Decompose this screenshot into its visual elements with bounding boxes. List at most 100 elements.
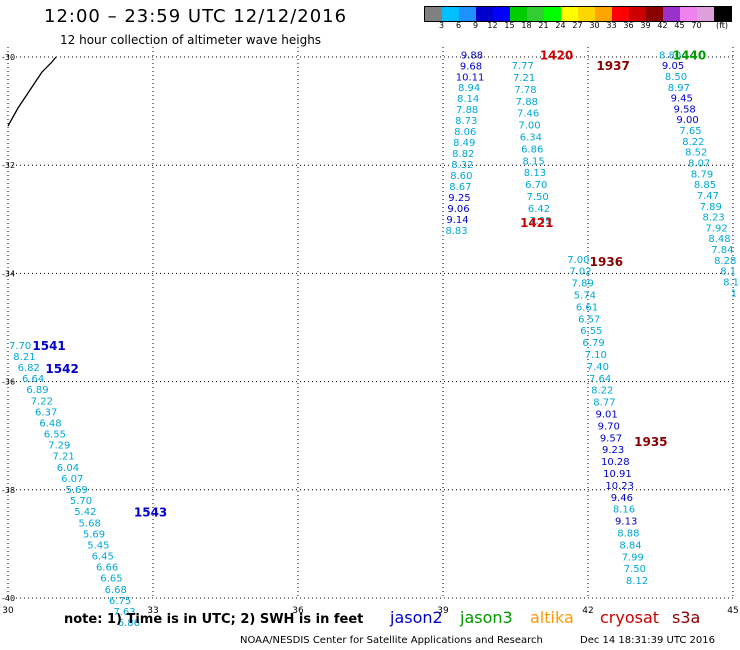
track-d-swh-value: 9.05 bbox=[662, 61, 684, 72]
track-e-swh-value: 5.45 bbox=[87, 540, 109, 551]
page-title: 12:00 – 23:59 UTC 12/12/2016 bbox=[44, 6, 348, 27]
pass-time-label: 1421 bbox=[520, 216, 553, 230]
track-e-swh-value: 6.64 bbox=[22, 374, 44, 385]
track-d-swh-value: 7.84 bbox=[711, 245, 733, 256]
track-b-swh-value: 7.77 bbox=[512, 61, 534, 72]
track-c-swh-value: 7.40 bbox=[587, 362, 609, 373]
track-c-swh-value: 7.64 bbox=[589, 374, 611, 385]
track-a-swh-value: 8.49 bbox=[453, 138, 475, 149]
track-b-swh-value: 7.78 bbox=[514, 85, 536, 96]
track-a-swh-value: 9.06 bbox=[447, 204, 469, 215]
legend-tick-label: 12 bbox=[487, 21, 498, 30]
latitude-label: -30 bbox=[2, 53, 15, 62]
track-b-swh-value: 7.46 bbox=[517, 109, 539, 120]
track-a-swh-value: 8.82 bbox=[452, 149, 474, 160]
track-c-swh-value: 10.91 bbox=[603, 469, 632, 480]
track-c-swh-value: 8.12 bbox=[626, 576, 648, 587]
track-a-swh-value: 8.83 bbox=[445, 226, 467, 237]
track-c-swh-value: 6.79 bbox=[582, 338, 604, 349]
legend-swatch bbox=[476, 7, 493, 21]
legend-swatch bbox=[646, 7, 663, 21]
track-a-swh-value: 8.14 bbox=[457, 94, 479, 105]
pass-time-label: 1937 bbox=[596, 59, 629, 73]
legend-tick-label: 24 bbox=[555, 21, 566, 30]
track-c-swh-value: 10.28 bbox=[601, 457, 630, 468]
track-d-swh-value: 8.1 bbox=[723, 278, 739, 289]
track-a-swh-value: 8.32 bbox=[451, 160, 473, 171]
track-e-swh-value: 6.37 bbox=[35, 407, 57, 418]
legend-swatch bbox=[544, 7, 561, 21]
track-b-swh-value: 7.21 bbox=[513, 73, 535, 84]
pass-time-label: 1541 bbox=[32, 339, 65, 353]
track-b-swh-value: 6.86 bbox=[521, 144, 543, 155]
legend-tick-label: 27 bbox=[572, 21, 583, 30]
track-e-swh-value: 7.22 bbox=[31, 396, 53, 407]
satellite-s3a-label: s3a bbox=[672, 608, 701, 627]
track-e-swh-value: 6.68 bbox=[105, 585, 127, 596]
legend-swatch bbox=[595, 7, 612, 21]
track-e-swh-value: 6.04 bbox=[57, 463, 79, 474]
legend-swatch bbox=[442, 7, 459, 21]
track-c-swh-value: 8.88 bbox=[617, 529, 639, 540]
track-c-swh-value: 9.46 bbox=[611, 493, 633, 504]
latitude-label: -36 bbox=[2, 378, 15, 387]
legend-tick-label: 3 bbox=[438, 21, 445, 30]
track-c-swh-value: 7.10 bbox=[585, 350, 607, 361]
track-a-swh-value: 8.60 bbox=[450, 171, 472, 182]
generation-timestamp: Dec 14 18:31:39 UTC 2016 bbox=[580, 635, 715, 646]
track-d-swh-value: 8.85 bbox=[694, 180, 716, 191]
track-e-swh-value: 7.63 bbox=[113, 607, 135, 618]
track-d-swh-value: 7.92 bbox=[705, 223, 727, 234]
wave-height-color-legend bbox=[424, 6, 732, 22]
legend-swatch bbox=[425, 7, 442, 21]
legend-tick-label: 18 bbox=[521, 21, 532, 30]
track-d-swh-value: 8.23 bbox=[703, 213, 725, 224]
latitude-label: -32 bbox=[2, 161, 15, 170]
pass-time-label: 1420 bbox=[540, 48, 573, 62]
legend-swatch bbox=[578, 7, 595, 21]
legend-swatch bbox=[697, 7, 714, 21]
credit-text: NOAA/NESDIS Center for Satellite Applica… bbox=[240, 635, 543, 646]
track-d-swh-value: 8.1 bbox=[720, 267, 736, 278]
coastline bbox=[7, 56, 57, 127]
legend-swatch bbox=[459, 7, 476, 21]
track-c-swh-value: 8.84 bbox=[619, 540, 641, 551]
track-e-swh-value: 5.68 bbox=[79, 518, 101, 529]
track-c-swh-value: 6.61 bbox=[576, 302, 598, 313]
track-e-swh-value: 5.69 bbox=[66, 485, 88, 496]
longitude-label: 42 bbox=[582, 606, 593, 616]
track-e-swh-value: 6.86 bbox=[118, 618, 140, 629]
track-e-swh-value: 6.66 bbox=[96, 563, 118, 574]
track-c-swh-value: 6.55 bbox=[580, 326, 602, 337]
legend-swatch bbox=[561, 7, 578, 21]
latitude-label: -40 bbox=[2, 594, 15, 603]
legend-swatch bbox=[680, 7, 697, 21]
track-a-swh-value: 8.06 bbox=[454, 127, 476, 138]
track-c-swh-value: 9.70 bbox=[598, 421, 620, 432]
legend-swatch bbox=[527, 7, 544, 21]
track-b-swh-value: 7.39 bbox=[529, 216, 551, 227]
legend-tick-label: 6 bbox=[455, 21, 462, 30]
track-b-swh-value: 7.00 bbox=[518, 121, 540, 132]
track-b-swh-value: 6.70 bbox=[525, 180, 547, 191]
track-b-swh-value: 6.42 bbox=[528, 204, 550, 215]
track-d-swh-value: 8.22 bbox=[682, 137, 704, 148]
track-c-swh-value: 9.23 bbox=[602, 445, 624, 456]
track-b-swh-value: 7.50 bbox=[527, 192, 549, 203]
track-c-swh-value: 9.57 bbox=[600, 433, 622, 444]
pass-time-label: 1542 bbox=[45, 362, 78, 376]
track-e-swh-value: 5.69 bbox=[83, 529, 105, 540]
track-c-swh-value: 8.22 bbox=[591, 386, 613, 397]
longitude-label: 33 bbox=[147, 606, 158, 616]
track-d-swh-value: 9.45 bbox=[671, 94, 693, 105]
track-c-swh-value: 10.23 bbox=[605, 481, 634, 492]
legend-unit: (ft) bbox=[716, 21, 729, 30]
legend-tick-label: 30 bbox=[589, 21, 600, 30]
track-d-swh-value: 1 bbox=[731, 288, 737, 299]
track-a-swh-value: 9.68 bbox=[460, 61, 482, 72]
track-d-swh-value: 8.79 bbox=[691, 169, 713, 180]
track-a-swh-value: 9.88 bbox=[461, 50, 483, 61]
legend-swatch bbox=[629, 7, 646, 21]
track-e-swh-value: 7.70 bbox=[9, 341, 31, 352]
